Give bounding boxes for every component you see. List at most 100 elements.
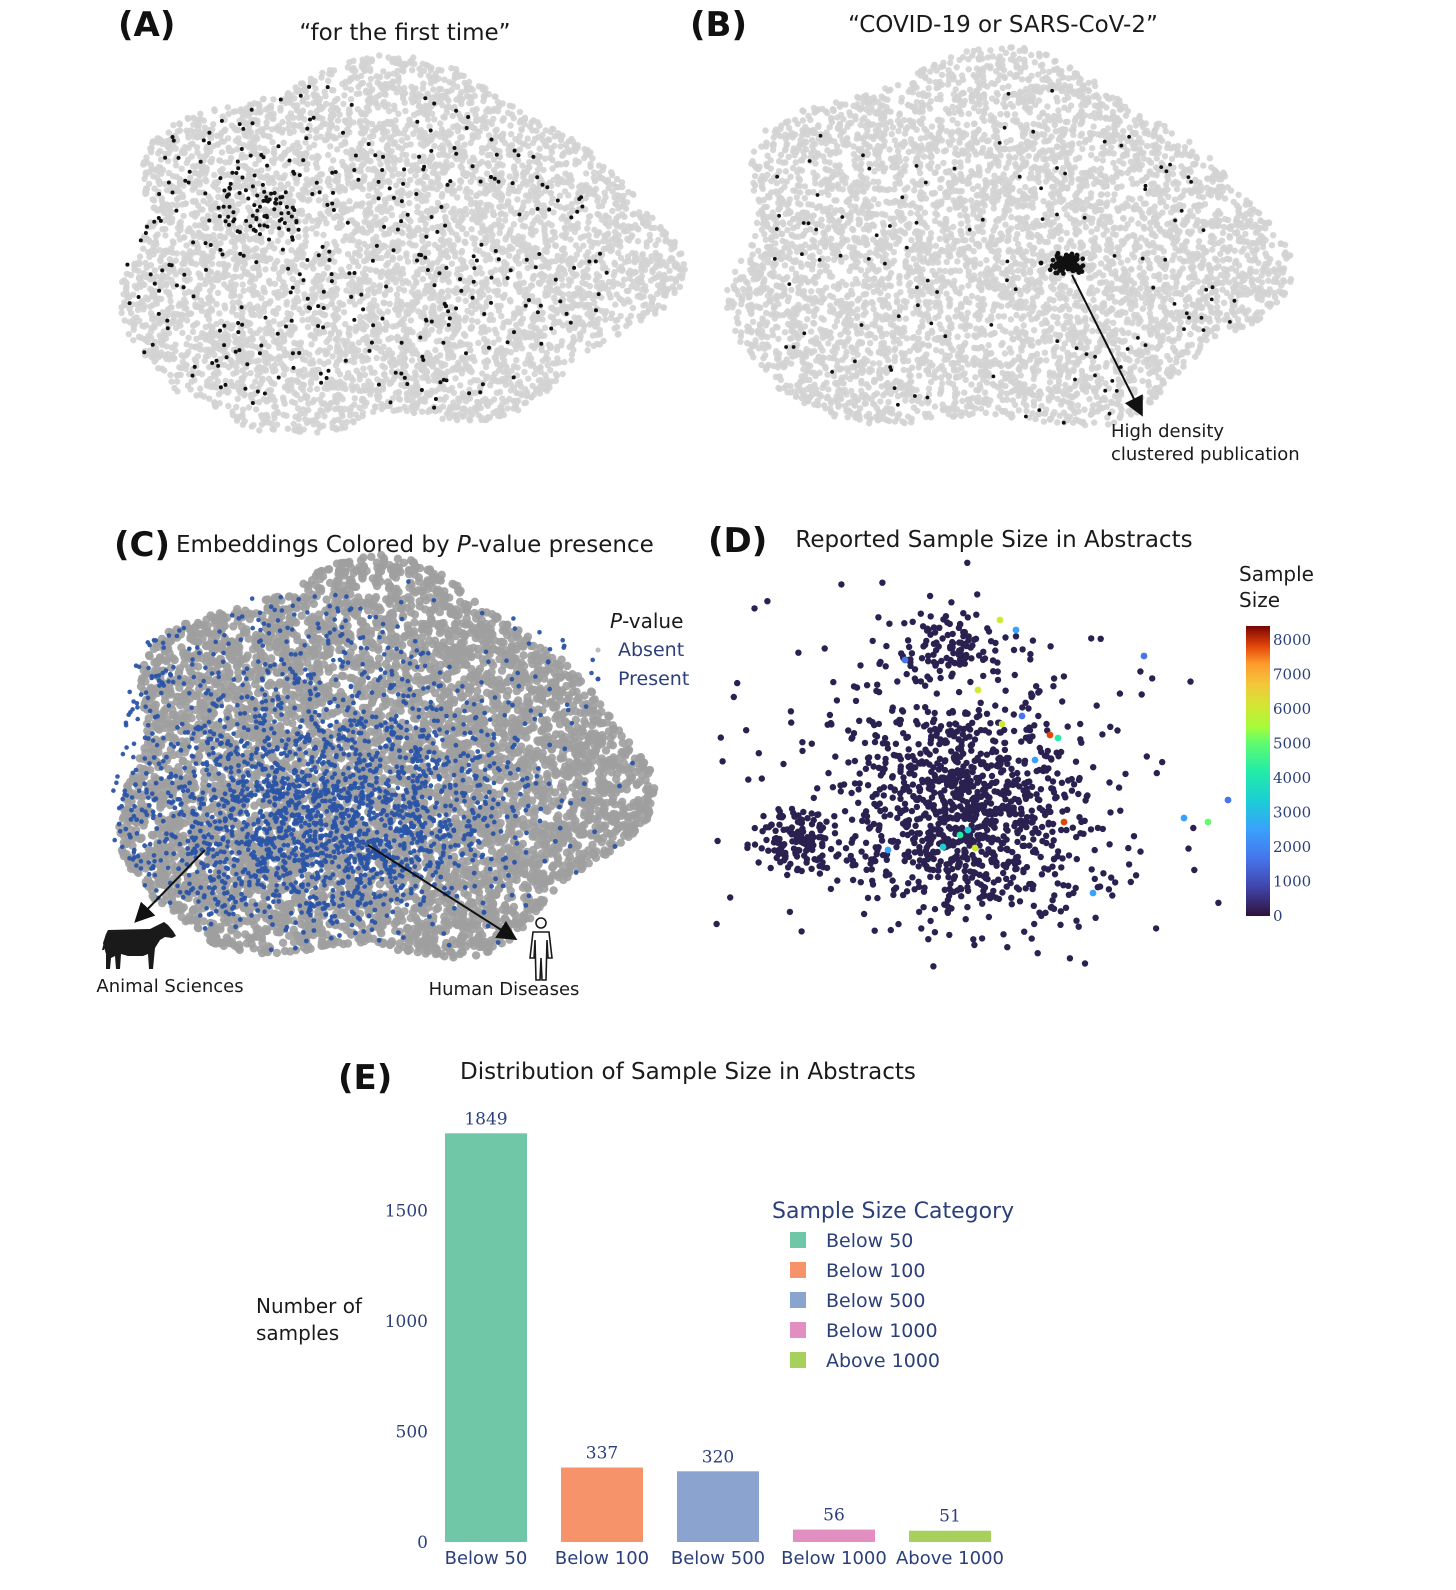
grey-point	[541, 225, 548, 232]
grey-point	[613, 323, 621, 331]
grey-point	[420, 180, 427, 188]
grey-point	[613, 291, 620, 298]
grey-point	[321, 88, 328, 95]
grey-point	[580, 327, 587, 334]
grey-point	[474, 128, 481, 135]
grey-point	[169, 319, 177, 326]
grey-point	[506, 318, 513, 326]
grey-point	[178, 165, 185, 172]
grey-point	[230, 370, 237, 377]
grey-point	[475, 401, 482, 408]
grey-point	[540, 166, 547, 174]
grey-point	[563, 204, 571, 211]
grey-point	[253, 406, 260, 413]
grey-point	[359, 185, 366, 193]
grey-point	[378, 254, 385, 262]
grey-point	[443, 94, 450, 102]
grey-point	[352, 202, 360, 209]
grey-point	[570, 333, 577, 341]
grey-point	[634, 238, 642, 245]
grey-point	[539, 131, 546, 139]
grey-point	[449, 112, 456, 120]
grey-point	[309, 225, 316, 232]
grey-point	[372, 126, 379, 134]
grey-point	[346, 107, 353, 115]
grey-point	[356, 376, 363, 383]
grey-point	[349, 418, 357, 425]
grey-point	[559, 370, 566, 378]
grey-point	[196, 153, 204, 160]
grey-point	[189, 163, 197, 170]
grey-point	[451, 413, 459, 420]
grey-point	[420, 361, 427, 369]
grey-point	[257, 173, 264, 180]
grey-point	[438, 126, 445, 133]
grey-point	[445, 152, 452, 159]
grey-point	[584, 265, 591, 273]
grey-point	[175, 194, 182, 202]
grey-point	[579, 279, 586, 286]
grey-point	[398, 360, 406, 367]
grey-point	[358, 123, 365, 131]
grey-point	[212, 224, 219, 232]
grey-point	[334, 367, 341, 375]
grey-point	[334, 95, 341, 103]
grey-point	[371, 288, 379, 295]
grey-point	[323, 338, 330, 346]
grey-point	[285, 90, 292, 97]
grey-point	[200, 197, 207, 205]
grey-point	[311, 372, 319, 379]
grey-point	[556, 264, 563, 271]
grey-point	[399, 89, 406, 97]
grey-point	[436, 85, 443, 93]
grey-point	[270, 96, 277, 103]
grey-point	[180, 212, 187, 220]
grey-point	[553, 346, 561, 354]
grey-point	[174, 388, 181, 395]
grey-point	[373, 344, 380, 351]
grey-point	[396, 354, 403, 361]
grey-point	[502, 236, 509, 243]
grey-point	[593, 331, 601, 338]
grey-point	[325, 178, 332, 185]
grey-point	[299, 186, 306, 193]
grey-point	[396, 254, 403, 262]
grey-point	[212, 239, 219, 246]
grey-point	[265, 419, 272, 426]
grey-point	[135, 274, 143, 281]
grey-point	[235, 299, 242, 306]
grey-point	[497, 203, 504, 210]
grey-point	[641, 260, 649, 268]
grey-point	[600, 238, 607, 245]
grey-point	[384, 273, 392, 280]
grey-point	[430, 86, 437, 93]
grey-point	[156, 246, 163, 254]
grey-point	[612, 301, 619, 308]
grey-point	[165, 311, 172, 318]
grey-point	[156, 352, 164, 359]
grey-point	[561, 358, 568, 366]
grey-point	[211, 171, 218, 179]
grey-point	[666, 267, 673, 274]
grey-point	[407, 176, 414, 184]
grey-point	[211, 179, 219, 186]
grey-point	[491, 354, 498, 361]
grey-point	[210, 121, 217, 128]
grey-point	[474, 202, 481, 210]
grey-point	[258, 126, 265, 133]
grey-point	[654, 290, 661, 298]
grey-point	[352, 227, 360, 234]
grey-point	[413, 382, 421, 390]
grey-point	[594, 197, 601, 205]
grey-point	[582, 195, 589, 202]
grey-point	[525, 251, 532, 259]
grey-point	[428, 326, 435, 334]
grey-point	[249, 178, 256, 185]
grey-point	[585, 340, 592, 347]
grey-point	[614, 331, 621, 338]
grey-point	[618, 179, 626, 186]
grey-point	[225, 402, 232, 410]
grey-point	[348, 155, 355, 162]
grey-point	[367, 391, 374, 398]
grey-point	[361, 402, 368, 410]
